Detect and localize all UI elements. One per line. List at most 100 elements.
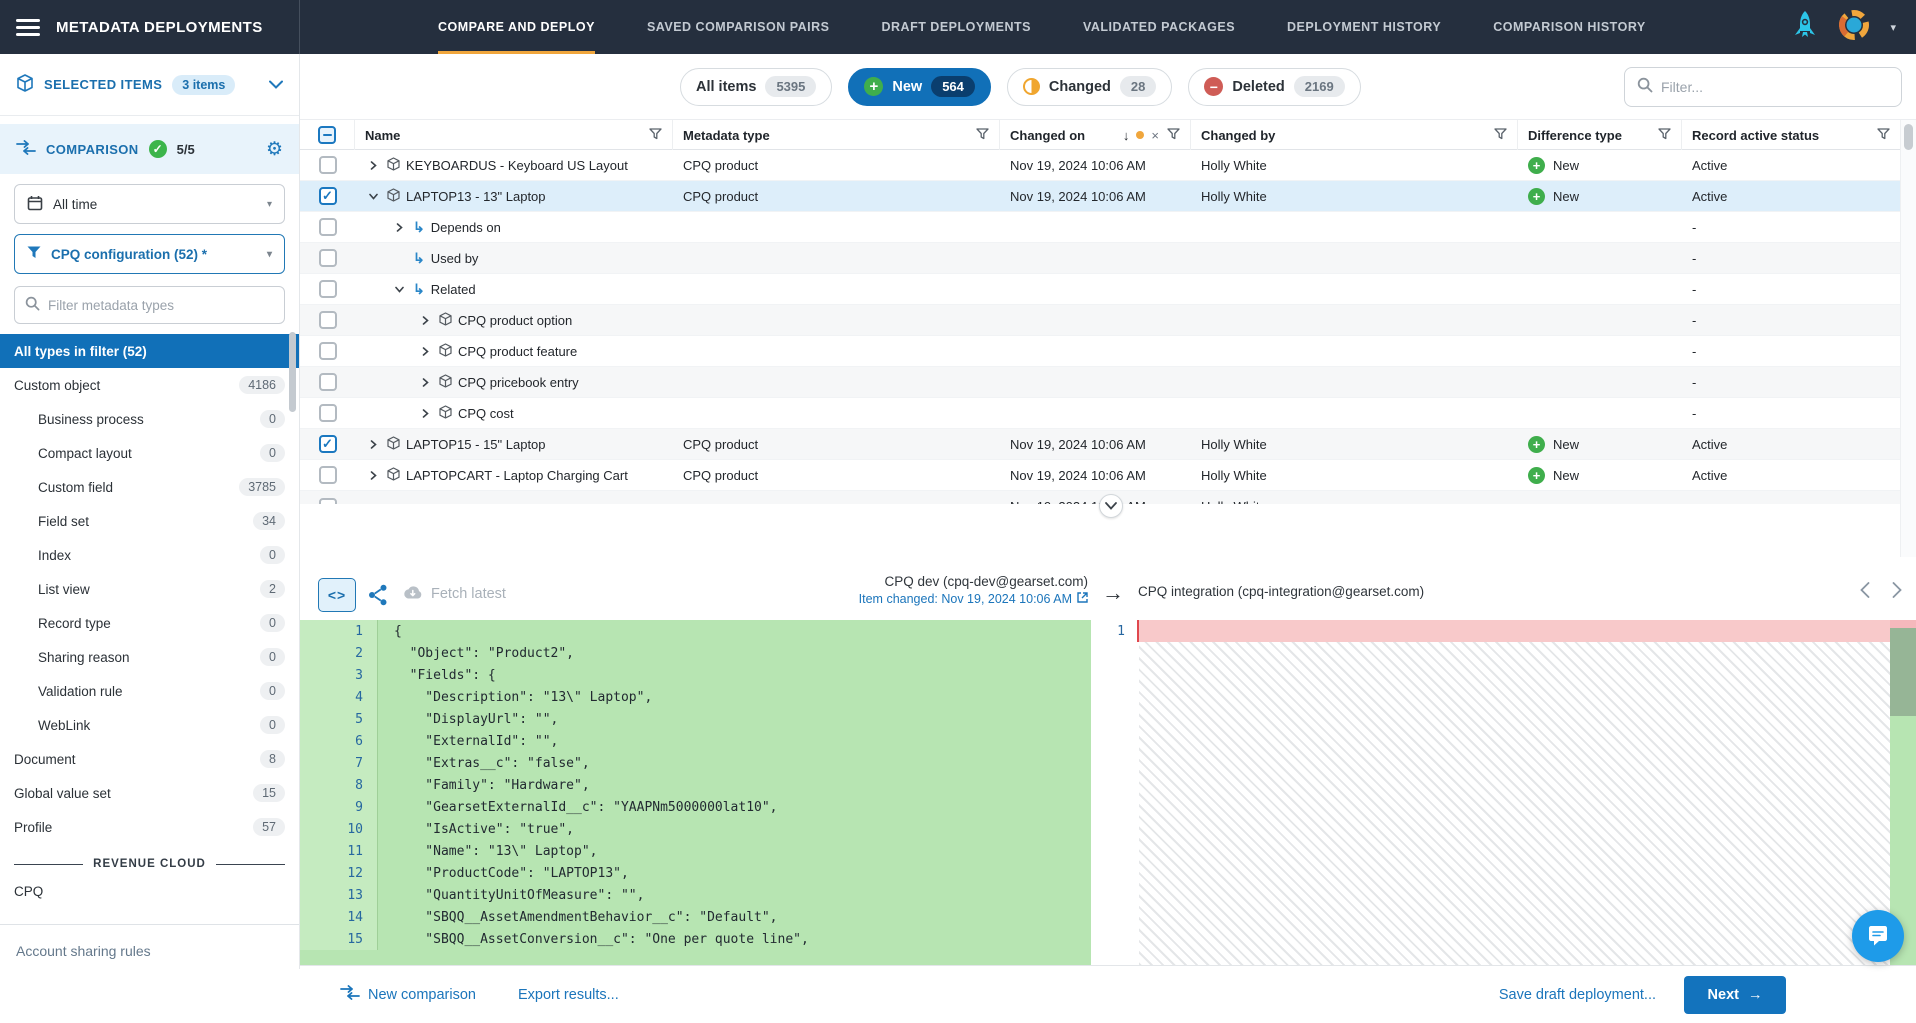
expand-chevron-icon[interactable] [417,377,433,387]
row-checkbox[interactable] [318,311,337,329]
expand-chevron-icon[interactable] [391,222,407,232]
sidebar-type-field-set[interactable]: Field set 34 [0,504,299,538]
chat-widget-button[interactable] [1852,910,1904,962]
fetch-latest-button[interactable]: Fetch latest [402,584,506,604]
rocket-icon[interactable] [1792,10,1818,45]
sidebar-type-business-process[interactable]: Business process 0 [0,402,299,436]
metadata-filter-dropdown[interactable]: CPQ configuration (52) * ▾ [14,234,285,274]
row-checkbox[interactable] [318,466,337,484]
row-checkbox[interactable] [318,404,337,422]
metadata-type-search[interactable] [14,286,285,324]
column-header-metadata-type[interactable]: Metadata type [673,120,1000,150]
new-comparison-button[interactable]: New comparison [340,985,476,1004]
row-checkbox[interactable]: ✓ [318,187,337,205]
row-checkbox[interactable] [318,280,337,298]
tab-comparison-history[interactable]: COMPARISON HISTORY [1493,20,1646,34]
sidebar-scrollbar[interactable] [289,332,296,412]
column-header-changed-by[interactable]: Changed by [1191,120,1518,150]
table-row[interactable]: ↳ Depends on - [300,212,1900,243]
table-row[interactable]: CPQ product option - [300,305,1900,336]
table-row[interactable]: CPQ cost - [300,398,1900,429]
diff-minimap[interactable] [1890,620,1916,965]
table-row[interactable]: ↳ Used by - [300,243,1900,274]
filter-pill-all[interactable]: All items 5395 [680,67,833,106]
diff-target-pane[interactable]: 1 [1091,620,1890,965]
expand-chevron-icon[interactable] [365,192,381,201]
diff-source-pane[interactable]: 1{2 "Object": "Product2", 3 "Fields": {4 … [300,620,1091,965]
row-checkbox[interactable] [318,156,337,174]
comparison-settings-icon[interactable]: ⚙ [265,138,283,160]
sidebar-type-validation-rule[interactable]: Validation rule 0 [0,674,299,708]
table-row[interactable]: LAPTOPCART - Laptop Charging Cart CPQ pro… [300,460,1900,491]
results-filter[interactable] [1624,67,1902,107]
expand-chevron-icon[interactable] [417,346,433,356]
table-row[interactable]: CPQ pricebook entry - [300,367,1900,398]
table-scrollbar[interactable] [1900,120,1916,557]
filter-funnel-icon[interactable] [1167,127,1180,143]
sidebar-type-index[interactable]: Index 0 [0,538,299,572]
table-row[interactable]: KEYBOARDUS - Keyboard US Layout CPQ produ… [300,150,1900,181]
comparison-section-header[interactable]: COMPARISON ✓ 5/5 ⚙ [0,124,299,174]
column-header-difference-type[interactable]: Difference type [1518,120,1682,150]
column-header-changed-on[interactable]: Changed on ↓ × [1000,120,1191,150]
table-row[interactable]: ✓ LAPTOP13 - 13" Laptop CPQ product Nov 19,… [300,181,1900,212]
sidebar-type-weblink[interactable]: WebLink 0 [0,708,299,742]
diff-pane-collapse-button[interactable] [1099,494,1123,518]
sidebar-type-all-types-in-filter-52-[interactable]: All types in filter (52) [0,334,299,368]
sort-desc-icon[interactable]: ↓ [1122,127,1130,143]
sidebar-type-profile[interactable]: Profile 57 [0,810,299,844]
table-row[interactable]: ✓ LAPTOP15 - 15" Laptop CPQ product Nov 19,… [300,429,1900,460]
account-sharing-rules-link[interactable]: Account sharing rules [16,943,151,959]
hamburger-menu-icon[interactable] [16,15,40,40]
filter-funnel-icon[interactable] [976,127,989,143]
filter-pill-deleted[interactable]: − Deleted 2169 [1188,67,1361,106]
share-icon[interactable] [368,584,388,611]
item-changed-link[interactable]: Item changed: Nov 19, 2024 10:06 AM [859,592,1088,606]
sidebar-type-sharing-reason[interactable]: Sharing reason 0 [0,640,299,674]
selected-items-header[interactable]: SELECTED ITEMS 3 items [0,54,299,116]
save-draft-deployment-button[interactable]: Save draft deployment... [1499,987,1656,1003]
select-all-checkbox[interactable] [318,126,336,144]
column-header-name[interactable]: Name [355,120,673,150]
sidebar-type-document[interactable]: Document 8 [0,742,299,776]
row-checkbox[interactable]: ✓ [318,435,337,453]
table-row[interactable]: CPQ product feature - [300,336,1900,367]
tab-compare-and-deploy[interactable]: COMPARE AND DEPLOY [438,0,595,54]
sidebar-type-custom-object[interactable]: Custom object 4186 [0,368,299,402]
filter-pill-new[interactable]: + New 564 [848,67,991,106]
filter-funnel-icon[interactable] [1494,127,1507,143]
selected-items-collapse-icon[interactable] [269,77,283,92]
tab-deployment-history[interactable]: DEPLOYMENT HISTORY [1287,20,1442,34]
time-filter-dropdown[interactable]: All time ▾ [14,184,285,224]
row-checkbox[interactable] [318,249,337,267]
code-view-button[interactable]: <> [318,578,356,612]
metadata-type-search-input[interactable] [48,297,248,313]
sidebar-type-list-view[interactable]: List view 2 [0,572,299,606]
sidebar-type-record-type[interactable]: Record type 0 [0,606,299,640]
sidebar-type-compact-layout[interactable]: Compact layout 0 [0,436,299,470]
sidebar-type-global-value-set[interactable]: Global value set 15 [0,776,299,810]
column-header-record-active-status[interactable]: Record active status [1682,120,1900,150]
expand-chevron-icon[interactable] [365,160,381,170]
tab-draft-deployments[interactable]: DRAFT DEPLOYMENTS [881,20,1031,34]
next-diff-icon[interactable] [1892,582,1902,603]
previous-diff-icon[interactable] [1860,582,1870,603]
filter-pill-changed[interactable]: Changed 28 [1006,67,1173,106]
gearset-logo[interactable] [1836,7,1872,48]
row-checkbox[interactable] [318,218,337,236]
tab-validated-packages[interactable]: VALIDATED PACKAGES [1082,20,1236,34]
next-button[interactable]: Next → [1684,975,1786,1014]
row-checkbox[interactable] [318,497,337,504]
expand-chevron-icon[interactable] [417,408,433,418]
sidebar-item-cpq[interactable]: CPQ [0,874,299,908]
expand-chevron-icon[interactable] [417,315,433,325]
filter-funnel-icon[interactable] [1877,127,1890,143]
filter-funnel-icon[interactable] [649,127,662,143]
row-checkbox[interactable] [318,373,337,391]
expand-chevron-icon[interactable] [391,285,407,294]
filter-funnel-icon[interactable] [1658,127,1671,143]
table-row[interactable]: ↳ Related - [300,274,1900,305]
expand-chevron-icon[interactable] [365,470,381,480]
row-checkbox[interactable] [318,342,337,360]
